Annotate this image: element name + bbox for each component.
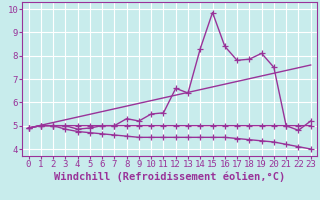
- X-axis label: Windchill (Refroidissement éolien,°C): Windchill (Refroidissement éolien,°C): [54, 172, 285, 182]
